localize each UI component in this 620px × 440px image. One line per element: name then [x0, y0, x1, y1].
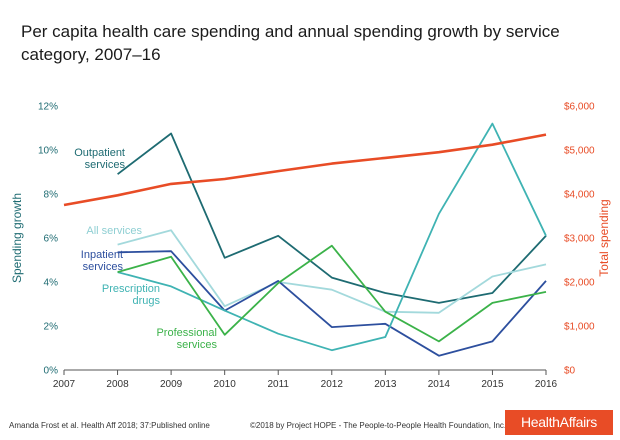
- series-line-professional-services: [117, 244, 547, 343]
- series-label-prescription-drugs: drugs: [132, 295, 160, 307]
- y-tick-label: 0%: [44, 366, 59, 377]
- y2-tick-label: $0: [564, 366, 576, 377]
- y-tick-label: 12%: [38, 102, 58, 113]
- x-tick-label: 2010: [214, 379, 237, 390]
- y2-tick-label: $1,000: [564, 322, 595, 333]
- series-label-professional-services: services: [177, 339, 218, 351]
- y-tick-label: 8%: [44, 190, 59, 201]
- x-tick-label: 2013: [374, 379, 397, 390]
- series-label-inpatient-services: Inpatient: [81, 249, 123, 261]
- series-line-outpatient-services: [117, 132, 547, 304]
- series-label-all-services: All services: [86, 225, 142, 237]
- y-tick-label: 2%: [44, 322, 59, 333]
- series-label-outpatient-services: Outpatient: [74, 147, 125, 159]
- x-tick-label: 2008: [106, 379, 129, 390]
- x-tick-label: 2012: [321, 379, 344, 390]
- y-tick-label: 6%: [44, 234, 59, 245]
- x-tick-label: 2009: [160, 379, 183, 390]
- chart-title: Per capita health care spending and annu…: [21, 22, 560, 64]
- source-citation: Amanda Frost et al. Health Aff 2018; 37:…: [9, 421, 210, 430]
- y2-tick-label: $5,000: [564, 146, 595, 157]
- y2-tick-label: $4,000: [564, 190, 595, 201]
- x-tick-label: 2014: [428, 379, 451, 390]
- y2-tick-label: $3,000: [564, 234, 595, 245]
- y-tick-label: 4%: [44, 278, 59, 289]
- health-affairs-logo: HealthAffairs: [505, 410, 613, 435]
- x-tick-label: 2016: [535, 379, 558, 390]
- series-label-professional-services: Professional: [156, 327, 217, 339]
- y2-tick-label: $6,000: [564, 102, 595, 113]
- copyright-notice: ©2018 by Project HOPE - The People-to-Pe…: [250, 421, 507, 430]
- series-label-prescription-drugs: Prescription: [102, 283, 160, 295]
- y-tick-label: 10%: [38, 146, 58, 157]
- y-axis-title: Spending growth: [10, 193, 24, 283]
- series-label-inpatient-services: services: [83, 261, 124, 273]
- series-line-all-services: [117, 229, 547, 314]
- series-line-prescription-drugs: [117, 122, 547, 352]
- y2-tick-label: $2,000: [564, 278, 595, 289]
- series-line-total-spending: [63, 133, 547, 207]
- series-line-inpatient-services: [117, 250, 547, 357]
- y2-axis-title: Total spending: [597, 199, 611, 276]
- series-label-outpatient-services: services: [85, 159, 126, 171]
- x-tick-label: 2011: [267, 379, 289, 390]
- x-tick-label: 2007: [53, 379, 76, 390]
- x-tick-label: 2015: [481, 379, 504, 390]
